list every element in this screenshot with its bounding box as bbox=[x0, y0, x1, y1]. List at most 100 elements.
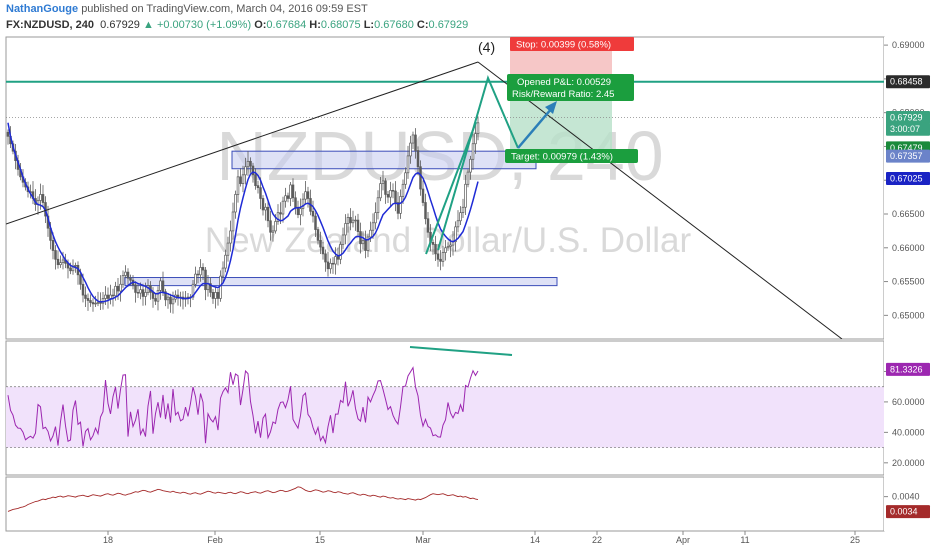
candle bbox=[56, 250, 60, 269]
lower-support-zone[interactable] bbox=[124, 277, 558, 287]
oscillator-pane[interactable] bbox=[5, 476, 885, 532]
price-axis[interactable]: 0.690000.685000.680000.675000.670000.665… bbox=[884, 37, 932, 531]
candle bbox=[381, 170, 385, 191]
rsi-divergence-line[interactable] bbox=[409, 346, 513, 356]
annotations-layer: (4) Stop: 0.00399 (0.58%) Opened P&L: 0.… bbox=[478, 37, 638, 163]
candle bbox=[376, 190, 380, 220]
target-label: Target: 0.00979 (1.43%) bbox=[511, 152, 613, 163]
svg-text:3:00:07: 3:00:07 bbox=[890, 124, 920, 134]
candle bbox=[196, 270, 200, 284]
low-value: 0.67680 bbox=[374, 19, 414, 31]
time-tick-label: 11 bbox=[740, 535, 749, 545]
candle bbox=[269, 210, 272, 241]
candle bbox=[121, 270, 125, 288]
candle bbox=[106, 287, 110, 309]
candle bbox=[351, 210, 355, 228]
target-label-box bbox=[505, 149, 638, 163]
oscillator-plot bbox=[7, 486, 479, 512]
candle bbox=[464, 174, 467, 215]
svg-text:81.3326: 81.3326 bbox=[890, 364, 923, 374]
candle bbox=[96, 291, 100, 307]
candle bbox=[391, 183, 395, 199]
high-value: 0.68075 bbox=[320, 19, 361, 31]
osc-value-marker: 0.0034 bbox=[886, 505, 930, 519]
candle bbox=[249, 157, 252, 173]
rsi-value-marker: 81.3326 bbox=[886, 362, 930, 376]
candle bbox=[456, 210, 460, 233]
candle bbox=[329, 258, 332, 274]
candle bbox=[266, 200, 270, 228]
svg-text:0.67929: 0.67929 bbox=[890, 112, 923, 122]
candle bbox=[361, 231, 365, 250]
candle bbox=[124, 265, 127, 279]
stop-label: Stop: 0.00399 (0.58%) bbox=[516, 40, 611, 51]
candle bbox=[154, 294, 157, 306]
symbol-name[interactable]: FX:NZDUSD, 240 bbox=[6, 19, 95, 31]
candle bbox=[356, 213, 360, 236]
main-pane[interactable] bbox=[5, 36, 885, 340]
upper-resistance-zone[interactable] bbox=[231, 150, 537, 170]
candle bbox=[306, 186, 310, 208]
price-tick-label: 0.65500 bbox=[892, 277, 925, 287]
candle bbox=[476, 116, 480, 141]
price-change: +0.00730 (+1.09%) bbox=[156, 19, 252, 31]
time-axis[interactable]: 18 Feb 15 Mar 14 22 Apr 11 25 bbox=[103, 531, 860, 545]
wave-leg-line[interactable] bbox=[425, 121, 477, 255]
svg-text:0.67025: 0.67025 bbox=[890, 174, 923, 184]
candle bbox=[406, 145, 410, 179]
candle bbox=[89, 294, 92, 307]
candle bbox=[321, 241, 325, 260]
candle bbox=[164, 288, 167, 307]
candle bbox=[159, 277, 162, 300]
price-marker: 0.68458 bbox=[886, 75, 930, 89]
candle bbox=[229, 220, 232, 252]
candle bbox=[91, 298, 95, 312]
candle bbox=[421, 180, 425, 207]
candle bbox=[324, 249, 327, 272]
candle bbox=[126, 268, 130, 287]
price-tick-label: 0.69000 bbox=[892, 40, 925, 50]
projected-trendline[interactable] bbox=[477, 61, 843, 339]
author-link[interactable]: NathanGouge bbox=[6, 3, 79, 15]
price-tick-label: 0.66000 bbox=[892, 243, 925, 253]
candle bbox=[439, 250, 442, 271]
candle bbox=[461, 198, 465, 219]
candle bbox=[239, 168, 242, 187]
candle bbox=[209, 277, 212, 298]
price-marker: 0.67025 bbox=[886, 172, 930, 186]
close-value: 0.67929 bbox=[428, 19, 469, 31]
candle bbox=[211, 288, 215, 304]
candle bbox=[314, 212, 317, 237]
wave-projection-line[interactable] bbox=[437, 75, 519, 251]
candle bbox=[441, 245, 445, 267]
rsi-tick-label: 40.0000 bbox=[892, 427, 925, 437]
symbol-legend: FX:NZDUSD, 240 0.67929 ▲ +0.00730 (+1.09… bbox=[6, 19, 468, 31]
candle bbox=[221, 261, 225, 284]
candle bbox=[414, 128, 417, 159]
time-tick-label: 22 bbox=[592, 535, 602, 545]
opened-pnl-label: Opened P&L: 0.00529 bbox=[517, 77, 611, 88]
candle bbox=[261, 195, 265, 216]
open-value: 0.67684 bbox=[266, 19, 307, 31]
svg-text:0.68458: 0.68458 bbox=[890, 77, 923, 87]
time-tick-label: Feb bbox=[207, 535, 223, 545]
candle bbox=[299, 198, 302, 226]
candle bbox=[354, 215, 357, 231]
price-tick-label: 0.66500 bbox=[892, 209, 925, 219]
candle bbox=[419, 160, 422, 196]
candle bbox=[379, 177, 382, 202]
candle bbox=[271, 225, 275, 242]
time-tick-label: Apr bbox=[676, 535, 690, 545]
oscillator-line bbox=[7, 486, 479, 512]
candle bbox=[311, 200, 315, 223]
candle bbox=[254, 168, 257, 190]
candle bbox=[259, 177, 262, 210]
svg-text:0.0034: 0.0034 bbox=[890, 507, 918, 517]
candle bbox=[341, 227, 345, 249]
rsi-tick-label: 20.0000 bbox=[892, 458, 925, 468]
upper-trendline[interactable] bbox=[6, 61, 479, 225]
price-marker: 0.67929 bbox=[886, 110, 930, 124]
candle bbox=[264, 203, 267, 221]
candle bbox=[156, 286, 160, 311]
